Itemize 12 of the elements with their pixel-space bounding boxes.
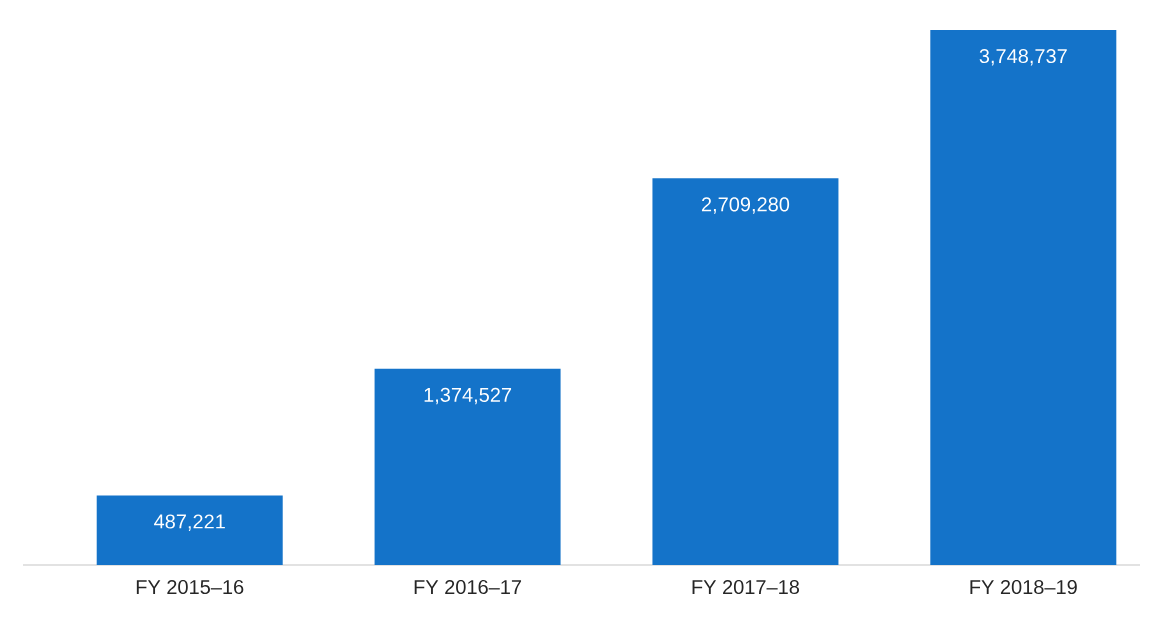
x-tick-label: FY 2016–17 bbox=[414, 579, 522, 595]
data-label: 487,221 bbox=[154, 514, 225, 531]
x-tick-label: FY 2017–18 bbox=[692, 579, 800, 595]
bar bbox=[96, 495, 283, 565]
data-label: 3,748,737 bbox=[979, 48, 1067, 66]
bar bbox=[652, 178, 839, 565]
bar bbox=[930, 30, 1117, 565]
x-tick-label: FY 2015–16 bbox=[136, 579, 244, 595]
bar bbox=[374, 368, 561, 565]
x-tick-label: FY 2018–19 bbox=[970, 579, 1077, 595]
data-label: 1,374,527 bbox=[424, 387, 512, 405]
data-label: 2,709,280 bbox=[701, 197, 790, 214]
